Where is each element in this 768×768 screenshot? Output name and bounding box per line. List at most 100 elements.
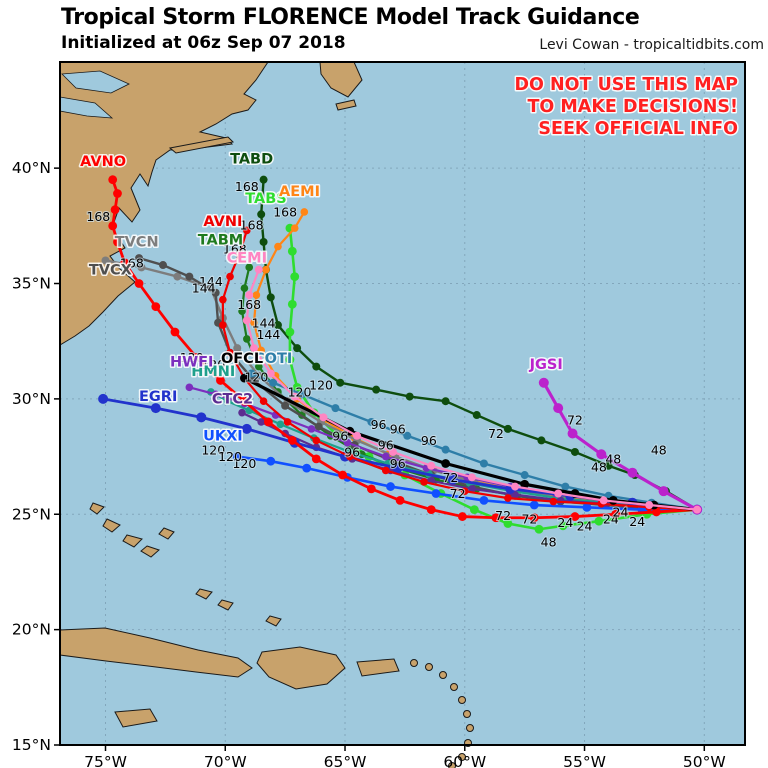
- hour-label-72: 72: [450, 486, 466, 501]
- x-tick-label: 50°W: [683, 753, 726, 768]
- model-label-CEMI: CEMI: [227, 251, 267, 267]
- track-point-AVNI: [460, 487, 469, 495]
- track-point-UKXI: [529, 500, 539, 510]
- warning-line-2: TO MAKE DECISIONS!: [527, 97, 738, 117]
- island-antilles: [448, 762, 456, 768]
- track-point-COTI: [561, 482, 570, 491]
- track-point-JGSI: [627, 467, 638, 478]
- track-point-CEMI: [250, 344, 259, 353]
- track-point-TABD: [570, 447, 579, 456]
- track-point-TABM: [254, 362, 263, 371]
- model-tracks: [98, 175, 703, 534]
- hour-label-120: 120: [288, 385, 312, 400]
- track-point-AVNI: [235, 249, 244, 258]
- track-point-UKXI: [266, 456, 276, 466]
- y-tick-label: 30°N: [12, 390, 51, 408]
- model-label-CTC2: CTC2: [212, 392, 253, 408]
- lake-ontario: [61, 70, 130, 94]
- land-jamaica: [114, 708, 158, 728]
- track-AVNI: [219, 226, 701, 514]
- track-point-COTI: [441, 445, 450, 454]
- track-point-AVNO: [426, 505, 436, 515]
- track-point-AVNI: [259, 397, 268, 405]
- track-point-EGRI: [98, 393, 109, 404]
- track-point-AVNI: [219, 295, 227, 304]
- track-point-TABD: [472, 411, 481, 420]
- track-point-TABD: [372, 385, 381, 394]
- land-bahama_4: [140, 545, 160, 558]
- track-point-TVCX: [158, 261, 167, 270]
- hour-label-72: 72: [521, 511, 537, 526]
- track-line-HMNI: [210, 390, 698, 511]
- hour-label-120: 120: [218, 449, 242, 464]
- hour-label-120: 120: [201, 357, 225, 372]
- hour-label-120: 120: [244, 370, 268, 385]
- track-point-AVNO: [120, 258, 130, 268]
- hour-label-24: 24: [629, 514, 645, 529]
- track-point-UKXI: [302, 463, 312, 473]
- track-point-TABD: [259, 175, 268, 184]
- island-antilles: [458, 696, 466, 704]
- track-point-TABS: [290, 272, 300, 281]
- track-point-AEMI: [250, 318, 258, 327]
- track-point-TVCX: [185, 272, 194, 281]
- hour-label-96: 96: [390, 456, 406, 471]
- track-point-AVNO: [491, 513, 501, 523]
- track-point-TVCN: [173, 272, 182, 281]
- model-label-UKXI: UKXI: [203, 428, 243, 444]
- axes: 75°W 70°W 65°W 60°W 55°W 50°W 40°N 35°N 30°N 25°N…: [12, 159, 726, 768]
- track-point-AEMI: [257, 346, 265, 355]
- track-point-HWFI: [185, 383, 194, 392]
- hour-label-144: 144: [252, 315, 276, 330]
- track-point-TVCN: [233, 344, 242, 353]
- model-label-AVNI: AVNI: [203, 214, 242, 230]
- hour-label-48: 48: [605, 451, 621, 466]
- track-point-TABD: [312, 362, 321, 371]
- track-point-CTC2: [257, 418, 265, 426]
- land-bahama_1: [89, 502, 105, 515]
- track-point-AVNI: [226, 348, 234, 357]
- model-label-HWFI: HWFI: [170, 355, 213, 371]
- model-label-HMNI: HMNI: [191, 364, 235, 380]
- track-point-HWFI: [307, 425, 316, 433]
- hour-label-48: 48: [651, 442, 667, 457]
- track-point-AVNI: [381, 466, 390, 475]
- x-tick-label: 75°W: [84, 753, 127, 768]
- track-point-AVNO: [611, 509, 621, 519]
- hour-label-144: 144: [192, 281, 216, 296]
- track-point-TVCX: [211, 288, 220, 297]
- track-point-AEMI: [274, 242, 282, 251]
- track-point-COTI: [403, 431, 412, 440]
- track-point-AVNO: [287, 436, 297, 445]
- y-tick-label: 20°N: [12, 621, 51, 639]
- track-point-CEMI: [467, 473, 476, 482]
- hour-label-72: 72: [488, 426, 504, 441]
- track-point-JGSI: [538, 377, 549, 388]
- track-point-JGSI: [596, 449, 607, 460]
- hour-label-168: 168: [273, 205, 297, 220]
- track-point-TVCX: [135, 254, 144, 263]
- model-label-TABD: TABD: [230, 152, 273, 168]
- map-border: [59, 61, 746, 746]
- track-point-TABS: [558, 521, 568, 531]
- track-point-TABD: [293, 344, 302, 353]
- track-point-TABS: [285, 327, 295, 337]
- track-point-COTI: [367, 417, 376, 426]
- track-point-OFCL: [441, 459, 451, 468]
- model-label-JGSI: JGSI: [529, 357, 563, 373]
- warning-line-1: DO NOT USE THIS MAP: [515, 75, 739, 95]
- hour-label-120: 120: [232, 456, 256, 471]
- track-point-CEMI: [599, 496, 608, 505]
- track-point-AVNO: [192, 352, 201, 362]
- track-point-CEMI: [266, 369, 275, 378]
- track-point-AVNO: [108, 175, 118, 185]
- track-point-AEMI: [262, 265, 270, 274]
- track-point-AVNO: [110, 205, 120, 215]
- hour-label-168: 168: [235, 179, 259, 194]
- track-point-TABD: [257, 210, 266, 219]
- track-point-COTI: [331, 404, 340, 413]
- track-point-AVNI: [504, 494, 512, 502]
- warning-line-3: SEEK OFFICIAL INFO: [538, 119, 738, 139]
